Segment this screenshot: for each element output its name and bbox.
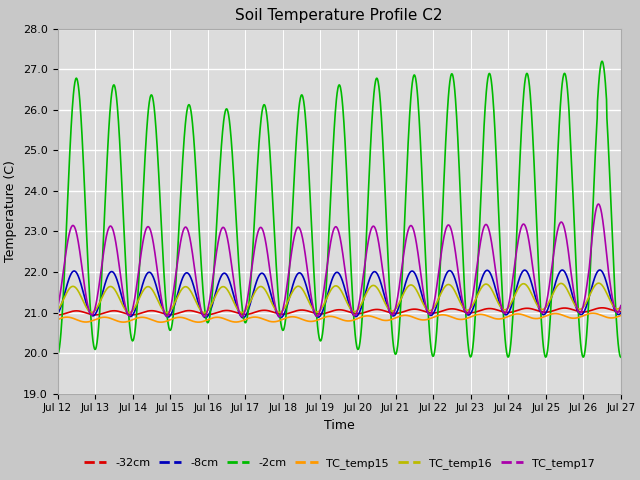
-8cm xyxy=(315,314,323,320)
X-axis label: Time: Time xyxy=(324,419,355,432)
TC_temp15 xyxy=(617,312,625,318)
Legend: -32cm, -8cm, -2cm, TC_temp15, TC_temp16, TC_temp17: -32cm, -8cm, -2cm, TC_temp15, TC_temp16,… xyxy=(79,454,599,474)
-8cm xyxy=(239,315,247,321)
-32cm xyxy=(97,311,105,317)
TC_temp17 xyxy=(293,226,301,231)
-2cm xyxy=(314,330,322,336)
-32cm xyxy=(617,309,625,314)
Title: Soil Temperature Profile C2: Soil Temperature Profile C2 xyxy=(236,9,443,24)
TC_temp17 xyxy=(315,312,323,317)
-32cm xyxy=(314,311,322,317)
TC_temp15 xyxy=(157,319,164,325)
TC_temp17 xyxy=(238,314,246,320)
-32cm xyxy=(598,305,606,311)
-8cm xyxy=(596,267,604,273)
TC_temp15 xyxy=(305,318,312,324)
-32cm xyxy=(292,308,300,313)
TC_temp16 xyxy=(595,280,602,286)
TC_temp15 xyxy=(97,315,105,321)
-2cm xyxy=(305,156,312,162)
TC_temp16 xyxy=(305,298,312,304)
Line: TC_temp15: TC_temp15 xyxy=(58,313,621,322)
-8cm xyxy=(617,310,625,316)
-2cm xyxy=(97,283,105,289)
TC_temp16 xyxy=(201,310,209,315)
-2cm xyxy=(374,79,382,84)
-8cm xyxy=(97,295,105,301)
TC_temp17 xyxy=(305,276,312,282)
Line: TC_temp16: TC_temp16 xyxy=(58,283,621,312)
-8cm xyxy=(374,273,382,279)
TC_temp16 xyxy=(617,304,625,310)
TC_temp16 xyxy=(54,307,61,313)
-2cm xyxy=(292,134,300,140)
TC_temp17 xyxy=(595,201,602,207)
-2cm xyxy=(598,59,606,64)
TC_temp16 xyxy=(374,287,382,293)
Y-axis label: Temperature (C): Temperature (C) xyxy=(4,160,17,262)
TC_temp15 xyxy=(293,314,301,320)
-2cm xyxy=(617,354,625,360)
TC_temp15 xyxy=(374,316,382,322)
-2cm xyxy=(120,229,128,235)
-32cm xyxy=(54,312,61,318)
-32cm xyxy=(120,310,128,316)
TC_temp17 xyxy=(54,304,61,310)
-8cm xyxy=(120,302,128,308)
TC_temp17 xyxy=(97,267,105,273)
TC_temp15 xyxy=(120,319,128,325)
-8cm xyxy=(305,291,312,297)
Line: -32cm: -32cm xyxy=(58,308,621,315)
-8cm xyxy=(54,311,61,317)
TC_temp17 xyxy=(617,303,625,309)
-32cm xyxy=(374,307,382,312)
TC_temp16 xyxy=(293,284,301,289)
-8cm xyxy=(293,272,301,278)
TC_temp17 xyxy=(374,239,382,244)
Line: -8cm: -8cm xyxy=(58,270,621,318)
TC_temp16 xyxy=(97,297,105,302)
TC_temp15 xyxy=(315,317,323,323)
TC_temp16 xyxy=(315,309,323,314)
Line: TC_temp17: TC_temp17 xyxy=(58,204,621,317)
-32cm xyxy=(305,308,312,314)
Line: -2cm: -2cm xyxy=(58,61,621,357)
TC_temp17 xyxy=(120,297,128,302)
-2cm xyxy=(54,351,61,357)
TC_temp15 xyxy=(589,311,596,316)
TC_temp16 xyxy=(120,305,128,311)
TC_temp15 xyxy=(54,317,61,323)
